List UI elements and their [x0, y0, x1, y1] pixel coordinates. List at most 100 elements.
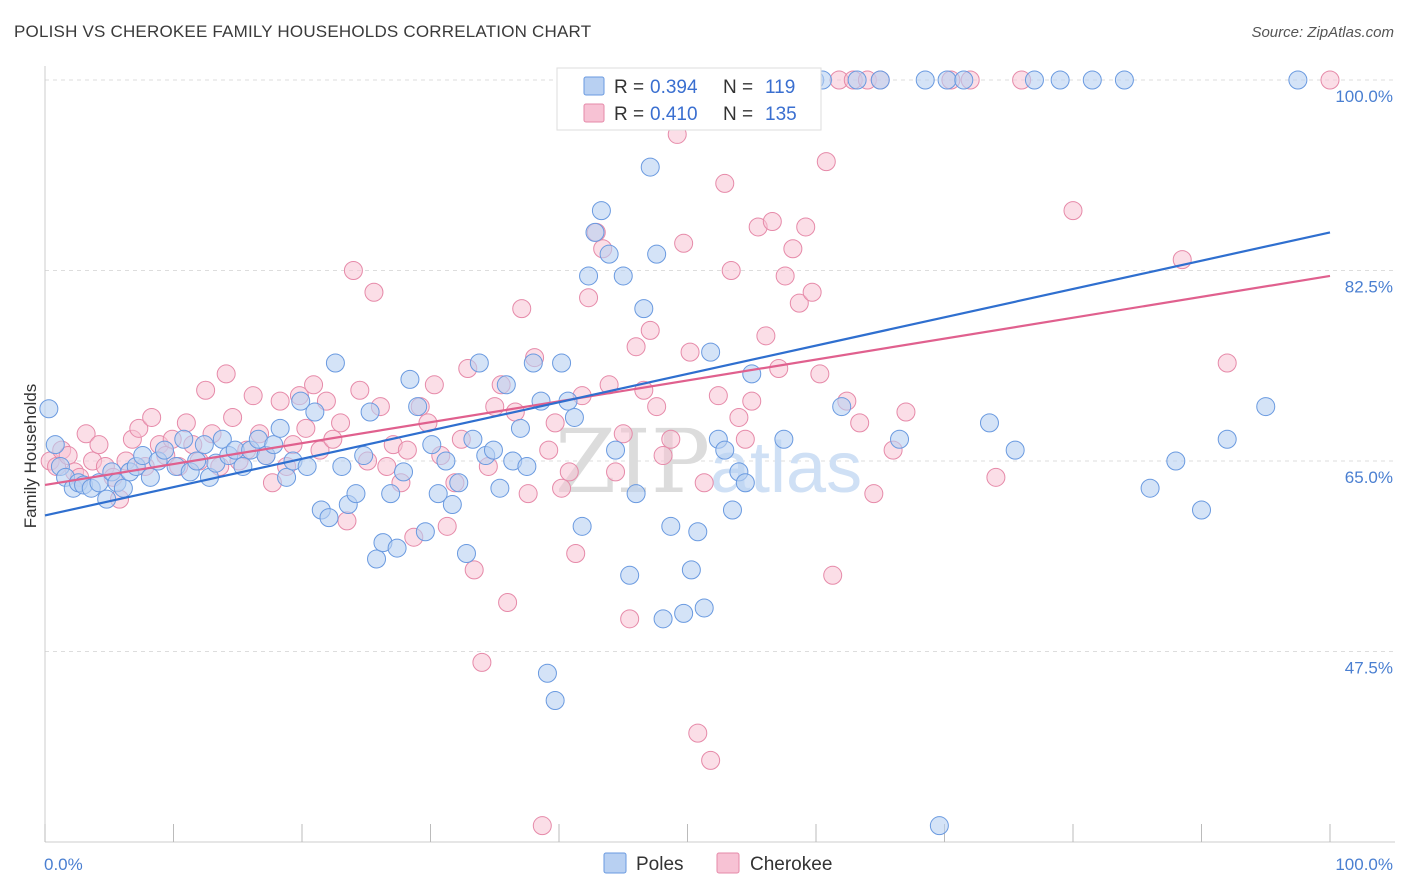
- cherokee-point: [223, 407, 243, 427]
- poles-point: [456, 544, 476, 564]
- y-tick-label: 82.5%: [1345, 278, 1393, 297]
- series-legend: Poles Cherokee: [603, 852, 832, 875]
- poles-point: [354, 446, 374, 466]
- poles-point: [490, 478, 510, 498]
- cherokee-point: [437, 516, 457, 536]
- poles-point: [1217, 429, 1237, 449]
- cherokee-point: [1320, 70, 1340, 90]
- poles-r-value: 0.394: [650, 77, 698, 98]
- cherokee-point: [789, 293, 809, 313]
- cherokee-point: [694, 473, 714, 493]
- cherokee-point: [270, 391, 290, 411]
- poles-point: [264, 435, 284, 455]
- poles-point: [979, 413, 999, 433]
- cherokee-n-value: 135: [765, 104, 797, 125]
- poles-point: [591, 201, 611, 221]
- poles-point: [579, 266, 599, 286]
- poles-point: [140, 467, 160, 487]
- cherokee-point: [243, 386, 263, 406]
- poles-point: [97, 489, 117, 509]
- cherokee-point: [850, 413, 870, 433]
- poles-point: [661, 516, 681, 536]
- poles-point: [599, 244, 619, 264]
- cherokee-point: [142, 407, 162, 427]
- poles-point: [1050, 70, 1070, 90]
- chart-title: POLISH VS CHEROKEE FAMILY HOUSEHOLDS COR…: [14, 22, 592, 41]
- poles-point: [722, 500, 742, 520]
- cherokee-point: [377, 456, 397, 476]
- cherokee-point: [512, 299, 532, 319]
- poles-point: [688, 522, 708, 542]
- poles-point: [400, 369, 420, 389]
- cherokee-point: [701, 750, 721, 770]
- poles-swatch[interactable]: [603, 852, 627, 874]
- poles-point: [742, 364, 762, 384]
- cherokee-point: [397, 440, 417, 460]
- cherokee-point: [986, 467, 1006, 487]
- cherokee-point: [606, 462, 626, 482]
- y-axis-label: Family Households: [21, 384, 40, 529]
- cherokee-point: [729, 407, 749, 427]
- x-tick-label: 100.0%: [1335, 855, 1393, 874]
- cherokee-point: [176, 413, 196, 433]
- cherokee-r-value: 0.410: [650, 104, 698, 125]
- cherokee-point: [647, 397, 667, 417]
- poles-point: [572, 516, 592, 536]
- cherokee-point: [769, 358, 789, 378]
- poles-point: [552, 353, 572, 373]
- cherokee-point: [76, 424, 96, 444]
- cherokee-point: [539, 440, 559, 460]
- cherokee-trendline: [44, 274, 1331, 487]
- poles-legend-label[interactable]: Poles: [636, 854, 684, 875]
- poles-point: [735, 473, 755, 493]
- x-tick-label: 0.0%: [44, 855, 83, 874]
- poles-point: [442, 495, 462, 515]
- cherokee-point: [613, 424, 633, 444]
- poles-point: [174, 429, 194, 449]
- cherokee-point: [688, 723, 708, 743]
- cherokee-point: [661, 429, 681, 449]
- cherokee-point: [742, 391, 762, 411]
- poles-point: [1256, 397, 1276, 417]
- cherokee-point: [721, 261, 741, 280]
- cherokee-point: [674, 233, 694, 253]
- poles-point: [332, 456, 352, 476]
- cherokee-point: [545, 413, 565, 433]
- poles-point: [653, 609, 673, 629]
- cherokee-point: [331, 413, 351, 433]
- source-credit: Source: ZipAtlas.com: [1251, 24, 1394, 41]
- y-tick-label: 47.5%: [1345, 659, 1393, 678]
- poles-point: [277, 467, 297, 487]
- poles-point: [305, 402, 325, 422]
- cherokee-point: [579, 288, 599, 308]
- poles-point: [915, 70, 935, 90]
- poles-point: [346, 484, 366, 504]
- poles-point: [496, 375, 516, 395]
- poles-point: [626, 484, 646, 504]
- poles-point: [647, 244, 667, 264]
- cherokee-swatch[interactable]: [716, 852, 740, 874]
- poles-point: [640, 157, 660, 177]
- cherokee-point: [653, 446, 673, 466]
- poles-point: [325, 353, 345, 373]
- poles-point: [469, 353, 489, 373]
- y-tick-label: 100.0%: [1335, 87, 1393, 106]
- poles-point: [387, 538, 407, 558]
- cherokee-point: [1063, 201, 1083, 221]
- cherokee-r-label: R =: [614, 104, 644, 125]
- cherokee-point: [350, 380, 370, 400]
- poles-point: [832, 397, 852, 417]
- poles-point: [510, 418, 530, 438]
- poles-point: [517, 456, 537, 476]
- poles-point: [449, 473, 469, 493]
- poles-point: [937, 70, 957, 90]
- cherokee-point: [823, 565, 843, 585]
- poles-point: [367, 549, 387, 569]
- cherokee-point: [304, 375, 324, 395]
- poles-point: [606, 440, 626, 460]
- cherokee-legend-label[interactable]: Cherokee: [750, 854, 832, 875]
- poles-point: [674, 603, 694, 623]
- cherokee-point: [796, 217, 816, 237]
- poles-point: [319, 508, 339, 528]
- cherokee-point: [316, 391, 336, 411]
